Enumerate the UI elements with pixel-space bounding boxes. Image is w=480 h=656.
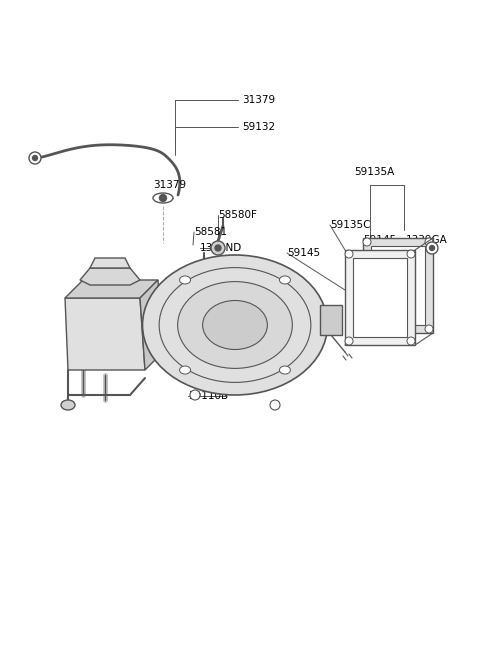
Ellipse shape [180, 366, 191, 374]
Circle shape [430, 245, 434, 251]
Text: 1362ND: 1362ND [200, 243, 242, 253]
Bar [363, 238, 433, 333]
Text: 59145: 59145 [363, 235, 396, 245]
Text: 43779A: 43779A [280, 313, 320, 323]
Bar [345, 250, 415, 345]
Text: 59132: 59132 [242, 122, 275, 132]
Circle shape [33, 155, 37, 161]
Text: 1710AB: 1710AB [221, 258, 262, 268]
Circle shape [425, 325, 433, 333]
Polygon shape [80, 268, 140, 285]
Text: 59145: 59145 [287, 248, 320, 258]
Circle shape [270, 400, 280, 410]
Text: 59135A: 59135A [354, 167, 394, 177]
Circle shape [407, 250, 415, 258]
Bar [371, 246, 425, 325]
Circle shape [425, 238, 433, 246]
Ellipse shape [279, 366, 290, 374]
Circle shape [159, 194, 167, 201]
Circle shape [407, 337, 415, 345]
Bar [353, 258, 407, 337]
Polygon shape [65, 298, 145, 370]
Circle shape [190, 390, 200, 400]
Text: 58581: 58581 [194, 227, 227, 237]
Circle shape [363, 325, 371, 333]
Circle shape [363, 238, 371, 246]
Ellipse shape [178, 281, 292, 369]
Text: 59110B: 59110B [188, 391, 228, 401]
Polygon shape [320, 305, 342, 335]
Circle shape [211, 241, 225, 255]
Ellipse shape [153, 193, 173, 203]
Text: 31379: 31379 [242, 95, 275, 105]
Text: 58580F: 58580F [218, 210, 257, 220]
Polygon shape [140, 280, 163, 370]
Polygon shape [90, 258, 130, 268]
Ellipse shape [180, 276, 191, 284]
Text: 59135C: 59135C [330, 220, 371, 230]
Circle shape [345, 250, 353, 258]
Ellipse shape [143, 255, 327, 395]
Polygon shape [65, 280, 158, 298]
Circle shape [426, 242, 438, 254]
Text: 1339GA: 1339GA [406, 235, 448, 245]
Circle shape [29, 152, 41, 164]
Ellipse shape [279, 276, 290, 284]
Ellipse shape [61, 400, 75, 410]
Ellipse shape [203, 300, 267, 350]
Circle shape [215, 245, 221, 251]
Text: 31379: 31379 [153, 180, 186, 190]
Circle shape [345, 337, 353, 345]
